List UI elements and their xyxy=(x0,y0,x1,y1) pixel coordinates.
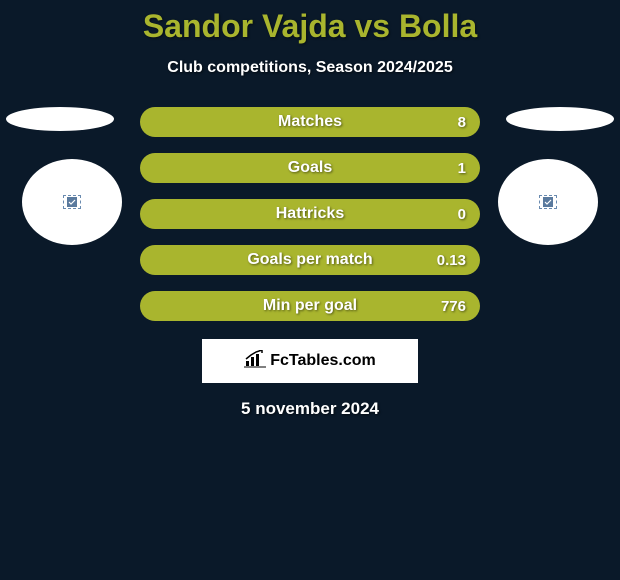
stat-bar: Goals 1 xyxy=(140,153,480,183)
right-player-circle xyxy=(498,159,598,245)
stat-value: 776 xyxy=(441,298,466,315)
stat-value: 1 xyxy=(458,160,466,177)
stat-value: 0 xyxy=(458,206,466,223)
stat-label: Matches xyxy=(278,113,342,131)
stat-bar: Min per goal 776 xyxy=(140,291,480,321)
stats-bars: Matches 8 Goals 1 Hattricks 0 Goals per … xyxy=(140,107,480,321)
left-player-circle xyxy=(22,159,122,245)
page-title: Sandor Vajda vs Bolla xyxy=(0,0,620,45)
content: Matches 8 Goals 1 Hattricks 0 Goals per … xyxy=(0,107,620,419)
logo-box: FcTables.com xyxy=(202,339,418,383)
subtitle: Club competitions, Season 2024/2025 xyxy=(0,59,620,77)
chart-icon xyxy=(244,350,266,373)
stat-value: 8 xyxy=(458,114,466,131)
flag-placeholder-icon xyxy=(539,195,557,209)
stat-bar: Hattricks 0 xyxy=(140,199,480,229)
stat-label: Min per goal xyxy=(263,297,357,315)
stat-label: Goals per match xyxy=(247,251,372,269)
date-text: 5 november 2024 xyxy=(0,399,620,419)
stat-bar: Goals per match 0.13 xyxy=(140,245,480,275)
logo-text: FcTables.com xyxy=(270,352,376,370)
flag-placeholder-icon xyxy=(63,195,81,209)
left-player-ellipse xyxy=(6,107,114,131)
stat-value: 0.13 xyxy=(437,252,466,269)
fctables-logo: FcTables.com xyxy=(244,350,376,373)
stat-label: Hattricks xyxy=(276,205,344,223)
stat-bar: Matches 8 xyxy=(140,107,480,137)
stat-label: Goals xyxy=(288,159,332,177)
right-player-ellipse xyxy=(506,107,614,131)
